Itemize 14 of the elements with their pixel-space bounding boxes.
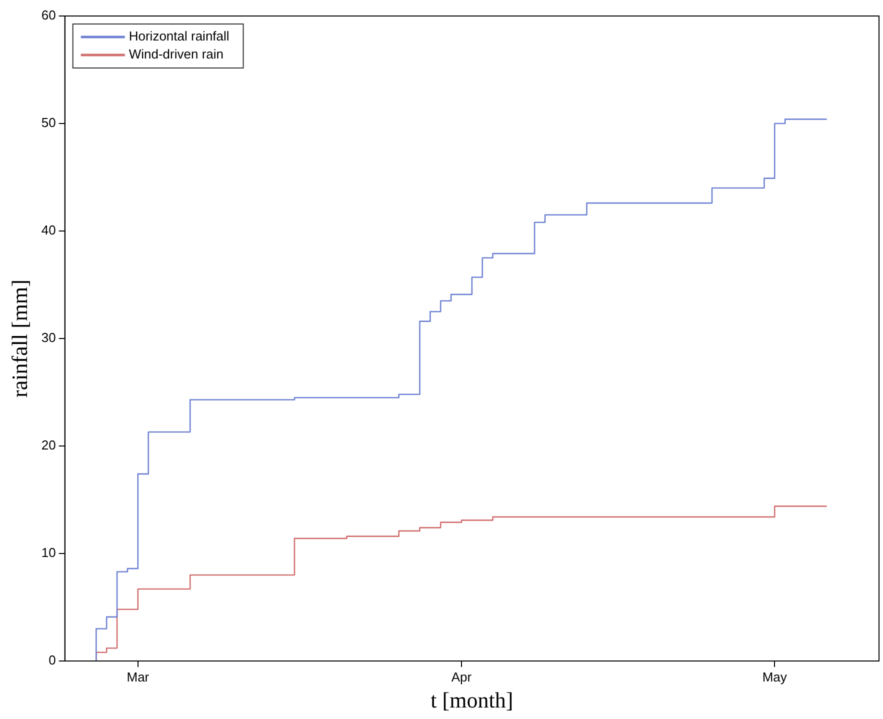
y-tick-label: 50	[41, 115, 56, 130]
y-tick-label: 40	[41, 222, 56, 238]
x-tick-label: Mar	[126, 669, 150, 684]
x-axis-title: t [month]	[430, 688, 514, 713]
x-tick-label: Apr	[451, 669, 472, 684]
y-tick-label: 30	[41, 330, 56, 346]
x-tick-label: May	[762, 669, 788, 684]
y-tick-label: 0	[48, 652, 56, 668]
y-tick-label: 20	[41, 438, 56, 453]
y-tick-label: 10	[41, 545, 56, 560]
legend-label: Horizontal rainfall	[128, 28, 230, 44]
y-tick-label: 60	[41, 8, 56, 23]
y-axis-title: rainfall [mm]	[6, 280, 32, 398]
legend-label: Wind-driven rain	[128, 46, 224, 62]
